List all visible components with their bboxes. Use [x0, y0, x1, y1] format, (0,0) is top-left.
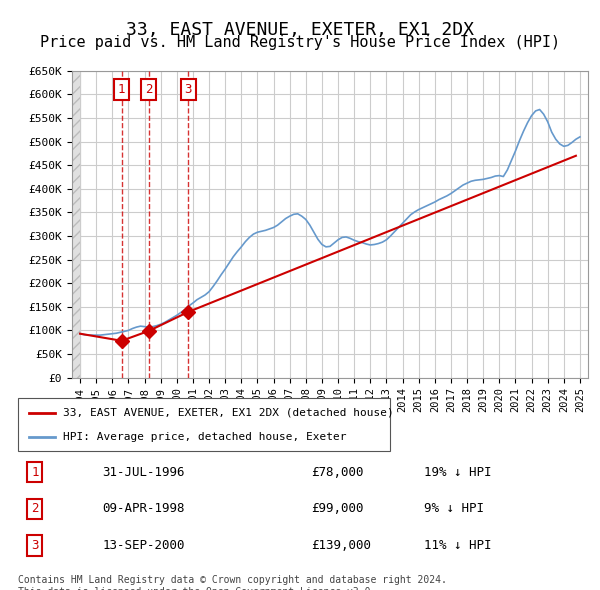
Text: 19% ↓ HPI: 19% ↓ HPI: [424, 466, 491, 478]
Text: 13-SEP-2000: 13-SEP-2000: [103, 539, 185, 552]
Text: 33, EAST AVENUE, EXETER, EX1 2DX: 33, EAST AVENUE, EXETER, EX1 2DX: [126, 21, 474, 39]
Text: 3: 3: [31, 539, 38, 552]
Text: 1: 1: [118, 83, 125, 96]
Text: £99,000: £99,000: [311, 502, 364, 516]
Text: 33, EAST AVENUE, EXETER, EX1 2DX (detached house): 33, EAST AVENUE, EXETER, EX1 2DX (detach…: [62, 408, 394, 418]
Text: 1: 1: [31, 466, 38, 478]
Bar: [72, 71, 80, 378]
FancyBboxPatch shape: [18, 398, 390, 451]
Text: 09-APR-1998: 09-APR-1998: [103, 502, 185, 516]
Text: £139,000: £139,000: [311, 539, 371, 552]
Text: HPI: Average price, detached house, Exeter: HPI: Average price, detached house, Exet…: [62, 432, 346, 442]
Text: 2: 2: [31, 502, 38, 516]
Bar: [72, 71, 80, 378]
Text: 2: 2: [145, 83, 152, 96]
Text: 9% ↓ HPI: 9% ↓ HPI: [424, 502, 484, 516]
Text: Contains HM Land Registry data © Crown copyright and database right 2024.
This d: Contains HM Land Registry data © Crown c…: [18, 575, 447, 590]
Text: Price paid vs. HM Land Registry's House Price Index (HPI): Price paid vs. HM Land Registry's House …: [40, 35, 560, 50]
Text: £78,000: £78,000: [311, 466, 364, 478]
Text: 11% ↓ HPI: 11% ↓ HPI: [424, 539, 491, 552]
Text: 3: 3: [184, 83, 192, 96]
Text: 31-JUL-1996: 31-JUL-1996: [103, 466, 185, 478]
